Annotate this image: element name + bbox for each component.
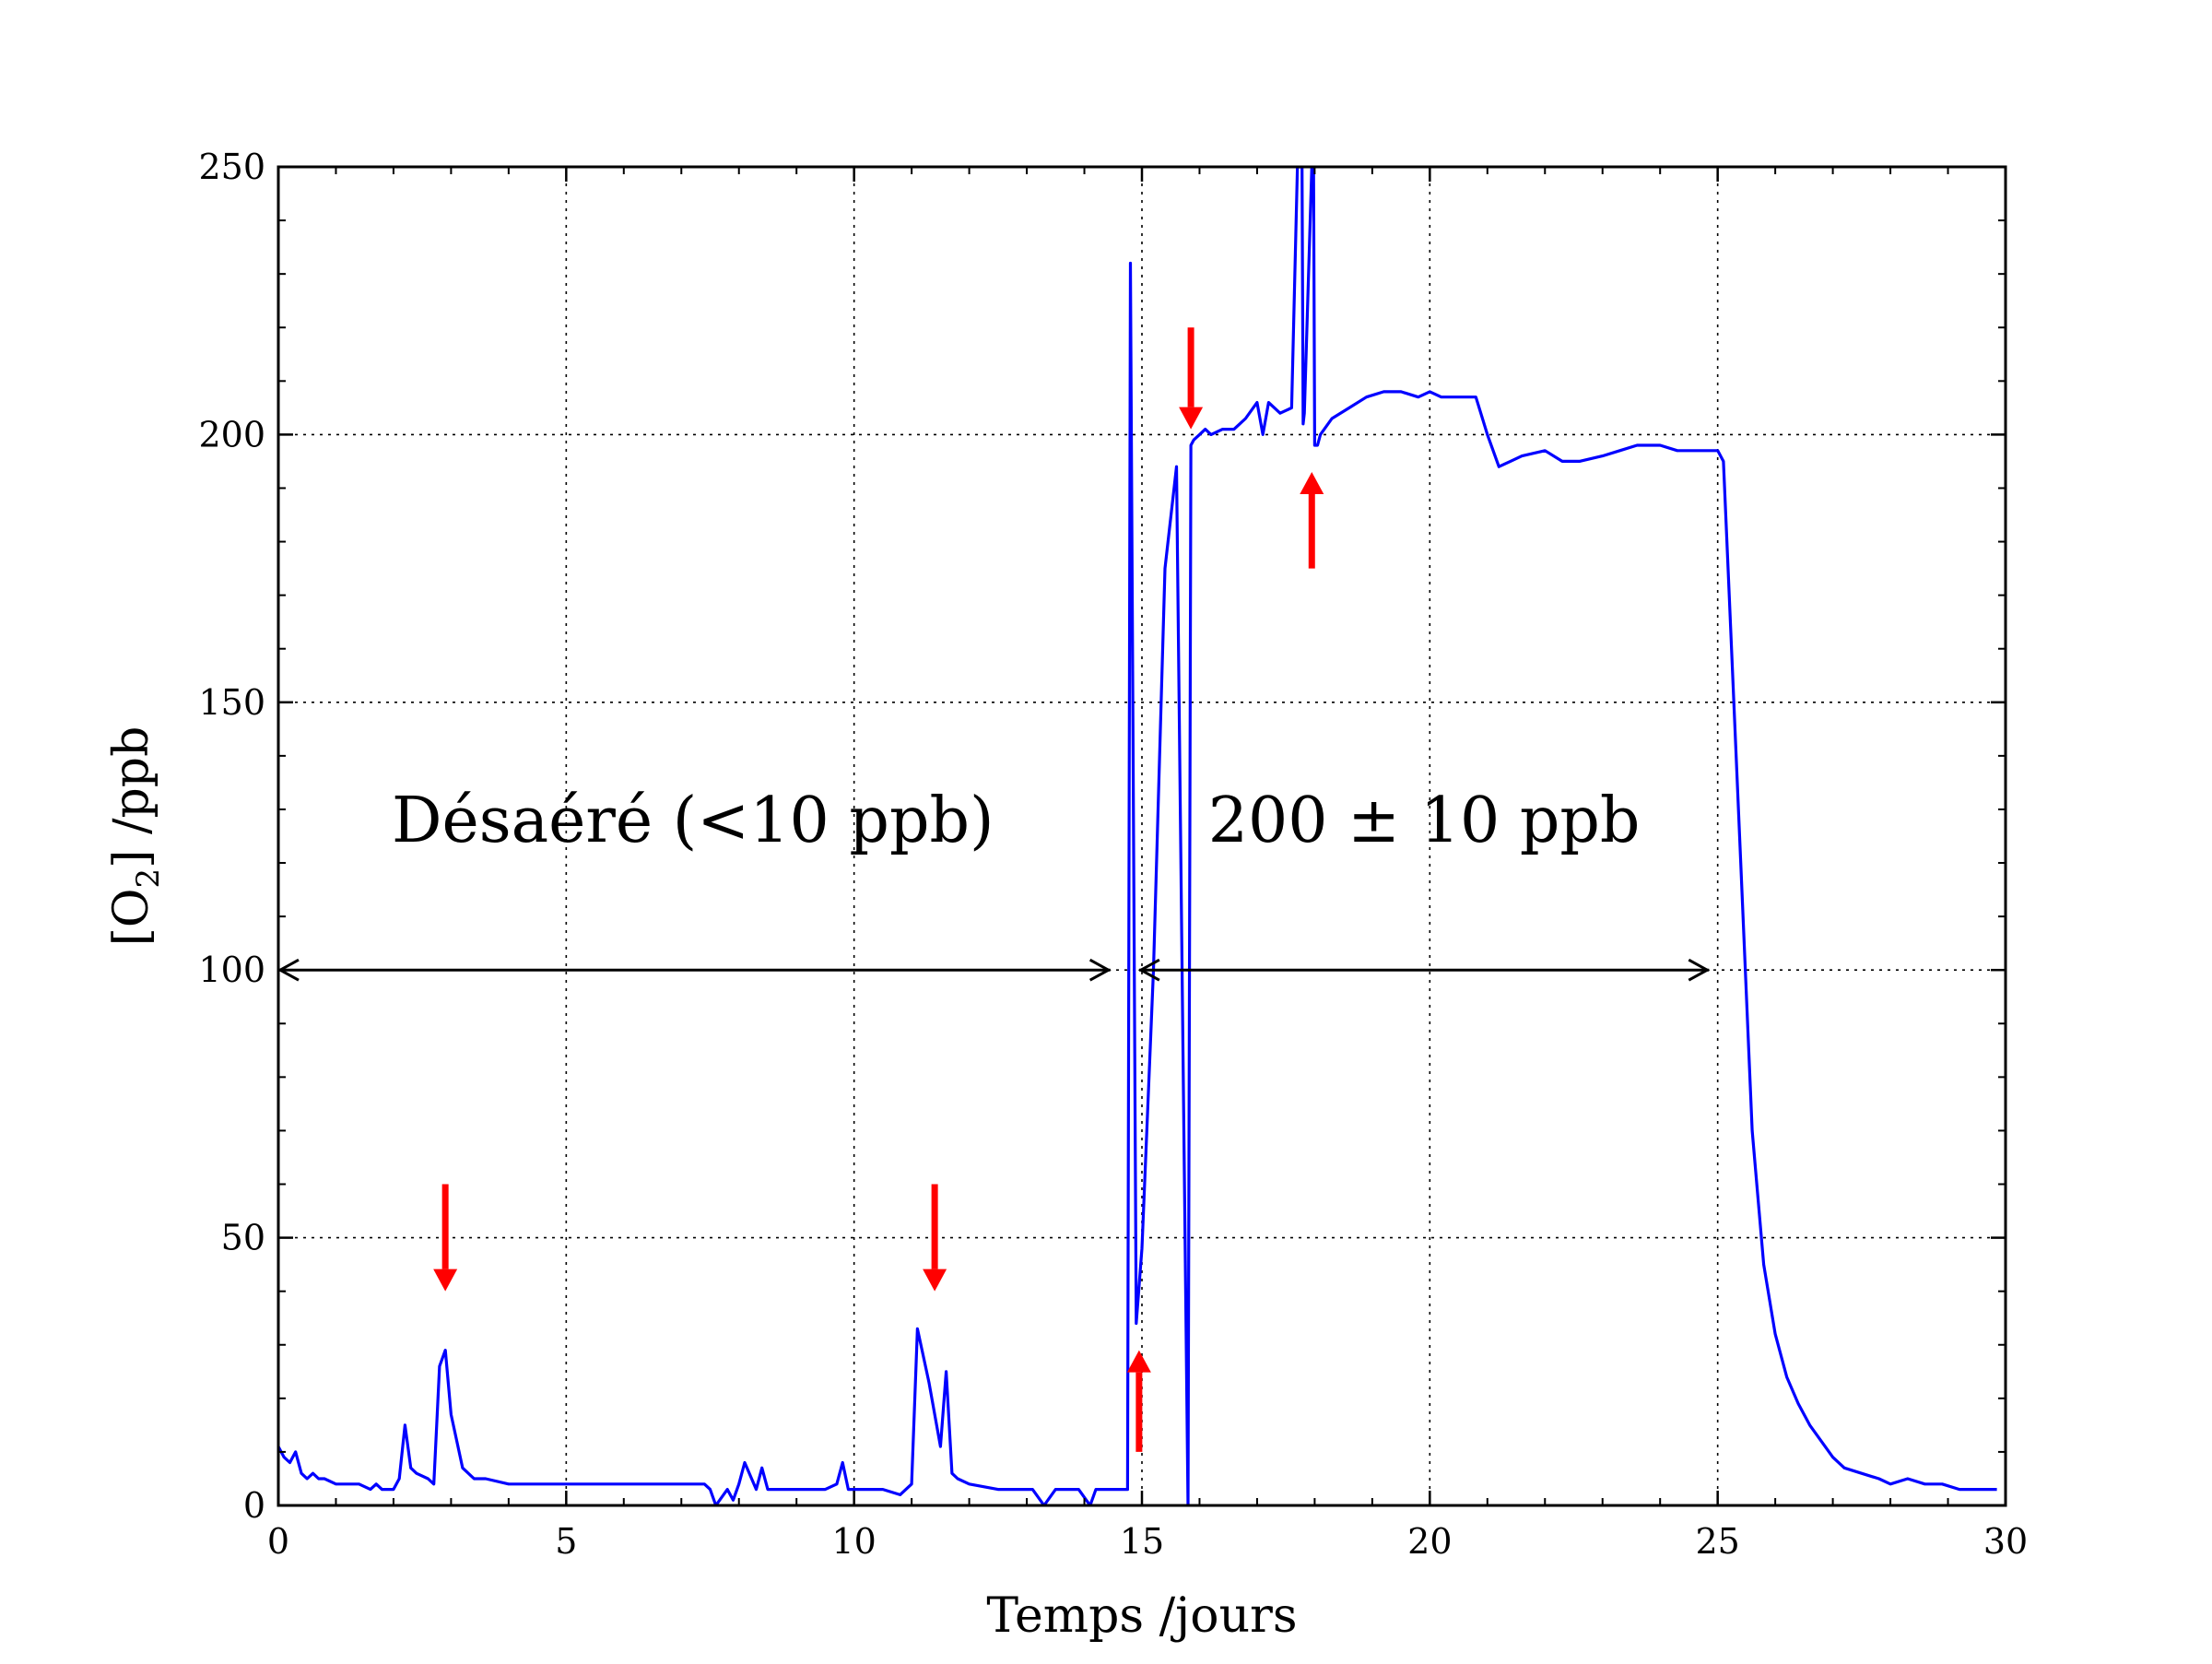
range-arrow-head-left bbox=[1137, 958, 1160, 982]
tick-layer: 0 5 10 15 20 25 30 0 50 100 150 200 250 bbox=[198, 147, 2028, 1562]
range-arrow-head-right bbox=[1688, 958, 1711, 982]
red-arrow-up-head bbox=[1300, 472, 1324, 495]
red-arrow-down-head bbox=[433, 1269, 458, 1292]
y-tick-label: 150 bbox=[198, 682, 265, 723]
y-tick-label: 100 bbox=[198, 950, 265, 990]
x-tick-label: 10 bbox=[831, 1521, 876, 1562]
red-arrow-down-head bbox=[1179, 407, 1204, 430]
x-tick-label: 25 bbox=[1695, 1521, 1739, 1562]
red-arrow-up-head bbox=[1126, 1350, 1151, 1373]
y-tick-label: 0 bbox=[243, 1485, 265, 1526]
y-axis-title: [O2] /ppb bbox=[104, 726, 167, 947]
x-axis-title: Temps /jours bbox=[986, 1588, 1297, 1644]
x-tick-label: 20 bbox=[1407, 1521, 1452, 1562]
annotation-text-0: Désaéré (<10 ppb) bbox=[392, 785, 994, 857]
range-arrow-head-right bbox=[1088, 958, 1112, 982]
series-line-0 bbox=[278, 167, 1997, 1505]
series-layer bbox=[278, 167, 1997, 1505]
x-tick-label: 15 bbox=[1120, 1521, 1164, 1562]
annotation-text-1: 200 ± 10 ppb bbox=[1208, 785, 1641, 857]
x-tick-label: 0 bbox=[267, 1521, 289, 1562]
y-tick-label: 250 bbox=[198, 147, 265, 187]
x-tick-label: 5 bbox=[555, 1521, 577, 1562]
y-tick-label: 200 bbox=[198, 414, 265, 454]
x-tick-label: 30 bbox=[1983, 1521, 2028, 1562]
y-axis-title-sub: 2 bbox=[130, 868, 167, 889]
annotation-layer: Désaéré (<10 ppb) 200 ± 10 ppb bbox=[276, 327, 1711, 1452]
y-axis-title-tail: ] /ppb bbox=[104, 726, 159, 868]
red-arrow-down-head bbox=[923, 1269, 947, 1292]
y-axis-title-main: [O bbox=[104, 888, 159, 946]
y-tick-label: 50 bbox=[221, 1218, 265, 1258]
